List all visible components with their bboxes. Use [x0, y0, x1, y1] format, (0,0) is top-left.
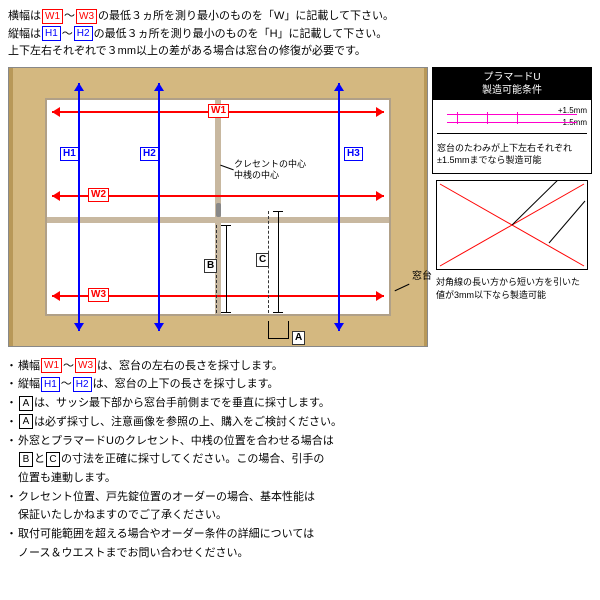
bullet-1: 横幅W1〜W3は、窓台の左右の長さを採寸します。: [8, 357, 592, 376]
label-w3: W3: [88, 288, 109, 302]
top-instructions: 横幅はW1〜W3の最低３ヵ所を測り最小のものを「W」に記載して下さい。 縦幅はH…: [8, 8, 592, 61]
bullet-2: 縦幅H1〜H2は、窓台の上下の長さを採寸します。: [8, 375, 592, 394]
bullet-6b: 保証いたしかねますのでご了承ください。: [8, 506, 592, 525]
arrow-h1: [78, 83, 80, 331]
tag-h1: H1: [42, 26, 61, 41]
label-a: A: [292, 331, 305, 345]
instruction-line-3: 上下左右それぞれで３mm以上の差がある場合は窓台の修復が必要です。: [8, 43, 592, 61]
arrow-h2: [158, 83, 160, 331]
diagonal-diagram: [436, 180, 588, 270]
bullet-3: Aは、サッシ最下部から窓台手前側までを垂直に採寸します。: [8, 394, 592, 413]
label-h2: H2: [140, 147, 159, 161]
sill-label: 窓台: [412, 267, 432, 282]
tolerance-diagram: +1.5mm −1.5mm: [437, 104, 587, 134]
instruction-line-1: 横幅はW1〜W3の最低３ヵ所を測り最小のものを「W」に記載して下さい。: [8, 8, 592, 26]
root: 横幅はW1〜W3の最低３ヵ所を測り最小のものを「W」に記載して下さい。 縦幅はH…: [0, 0, 600, 570]
label-w1: W1: [208, 104, 229, 118]
label-c: C: [256, 253, 269, 267]
window-diagram: W1 W2 W3 H1 H2 H3 クレセントの中心中桟の中心 B: [8, 67, 428, 347]
mfg-box: プラマードU製造可能条件 +1.5mm −1.5mm 窓台のたわみが上下左右それ…: [432, 67, 592, 174]
mfg-heading: プラマードU製造可能条件: [433, 68, 591, 100]
crescent-icon: [216, 203, 221, 217]
bullet-7b: ノース＆ウエストまでお問い合わせください。: [8, 544, 592, 563]
tolerance-text: 窓台のたわみが上下左右それぞれ±1.5mmまでなら製造可能: [433, 136, 591, 173]
tag-w1: W1: [42, 9, 63, 24]
diagonal-box-wrap: 対角線の長い方から短い方を引いた値が3mm以下なら製造可能: [432, 180, 592, 305]
tag-h2: H2: [74, 26, 93, 41]
bullet-5b: BとCの寸法を正確に採寸してください。この場合、引手の: [8, 450, 592, 469]
bullet-5c: 位置も連動します。: [8, 469, 592, 488]
bullet-list: 横幅W1〜W3は、窓台の左右の長さを採寸します。 縦幅H1〜H2は、窓台の上下の…: [8, 357, 592, 563]
bullet-5a: 外窓とプラマードUのクレセント、中桟の位置を合わせる場合は: [8, 432, 592, 451]
side-panel: プラマードU製造可能条件 +1.5mm −1.5mm 窓台のたわみが上下左右それ…: [432, 67, 592, 347]
tag-w3: W3: [76, 9, 97, 24]
label-w2: W2: [88, 188, 109, 202]
instruction-line-2: 縦幅はH1〜H2の最低３ヵ所を測り最小のものを「H」に記載して下さい。: [8, 26, 592, 44]
label-h3: H3: [344, 147, 363, 161]
callout-text: クレセントの中心中桟の中心: [234, 159, 306, 181]
label-h1: H1: [60, 147, 79, 161]
arrow-h3: [338, 83, 340, 331]
bullet-6a: クレセント位置、戸先錠位置のオーダーの場合、基本性能は: [8, 488, 592, 507]
bullet-7a: 取付可能範囲を超える場合やオーダー条件の詳細については: [8, 525, 592, 544]
main-row: W1 W2 W3 H1 H2 H3 クレセントの中心中桟の中心 B: [8, 67, 592, 347]
label-b: B: [204, 259, 217, 273]
diagonal-text: 対角線の長い方から短い方を引いた値が3mm以下なら製造可能: [432, 274, 592, 305]
bullet-4: Aは必ず採寸し、注意画像を参照の上、購入をご検討ください。: [8, 413, 592, 432]
